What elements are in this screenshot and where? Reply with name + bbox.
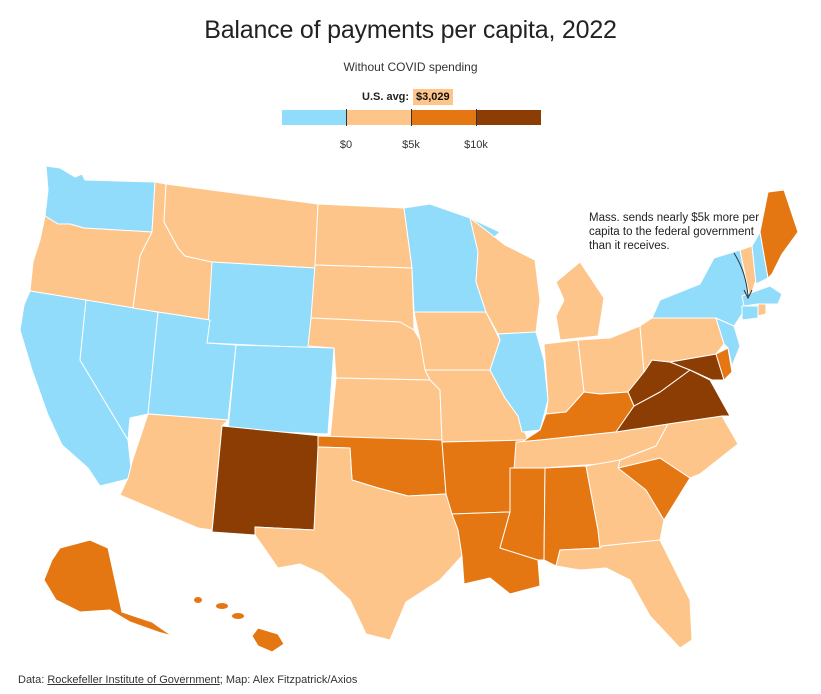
legend-tick-label: $0 [339, 139, 353, 151]
annotation-arrowhead [743, 289, 753, 300]
avg-value: $3,029 [413, 89, 453, 105]
island [232, 613, 244, 619]
legend-tick [346, 109, 347, 126]
source-link[interactable]: Rockefeller Institute of Government [47, 674, 220, 686]
island [194, 597, 202, 603]
us-map [19, 165, 799, 653]
legend-tick [476, 109, 477, 126]
hawaii-islands [194, 597, 244, 619]
state-il[interactable] [489, 331, 549, 433]
legend-swatch-dark [476, 110, 541, 125]
annotation-note: Mass. sends nearly $5k more per capita t… [589, 212, 760, 252]
state-mt[interactable] [163, 183, 319, 269]
state-ks[interactable] [329, 377, 443, 441]
avg-label: U.S. avg: [362, 91, 410, 103]
legend-swatch-light [346, 110, 411, 125]
source-suffix: ; Map: Alex Fitzpatrick/Axios [219, 674, 358, 686]
state-ny[interactable] [651, 249, 751, 327]
state-ak[interactable] [43, 539, 173, 637]
state-tx[interactable] [254, 446, 463, 641]
state-az[interactable] [119, 413, 229, 531]
state-wa[interactable] [44, 165, 156, 233]
state-hi[interactable] [251, 627, 285, 653]
island [216, 603, 228, 609]
legend-tick-label: $10k [464, 139, 488, 151]
legend-swatch-orange [411, 110, 476, 125]
legend-swatch-blue [282, 110, 346, 125]
color-legend: U.S. avg: $3,029 $0 $5k $10k [282, 88, 542, 158]
source-line: Data: Rockefeller Institute of Governmen… [18, 674, 357, 686]
legend-tick [411, 109, 412, 126]
legend-tick-label: $5k [402, 139, 420, 151]
state-mi[interactable] [555, 261, 605, 341]
state-ct[interactable] [741, 305, 759, 321]
state-nm[interactable] [211, 425, 323, 536]
state-nd[interactable] [314, 203, 413, 269]
state-co[interactable] [227, 344, 335, 435]
chart-title: Balance of payments per capita, 2022 [204, 16, 617, 44]
state-ia[interactable] [413, 311, 501, 371]
state-de[interactable] [715, 347, 733, 381]
source-prefix: Data: [18, 674, 48, 686]
state-me[interactable] [759, 189, 799, 279]
chart-subtitle: Without COVID spending [343, 60, 478, 74]
state-ri[interactable] [757, 303, 767, 317]
state-fl[interactable] [555, 539, 693, 649]
annotation-arrow [733, 252, 749, 297]
state-wy[interactable] [206, 261, 316, 349]
